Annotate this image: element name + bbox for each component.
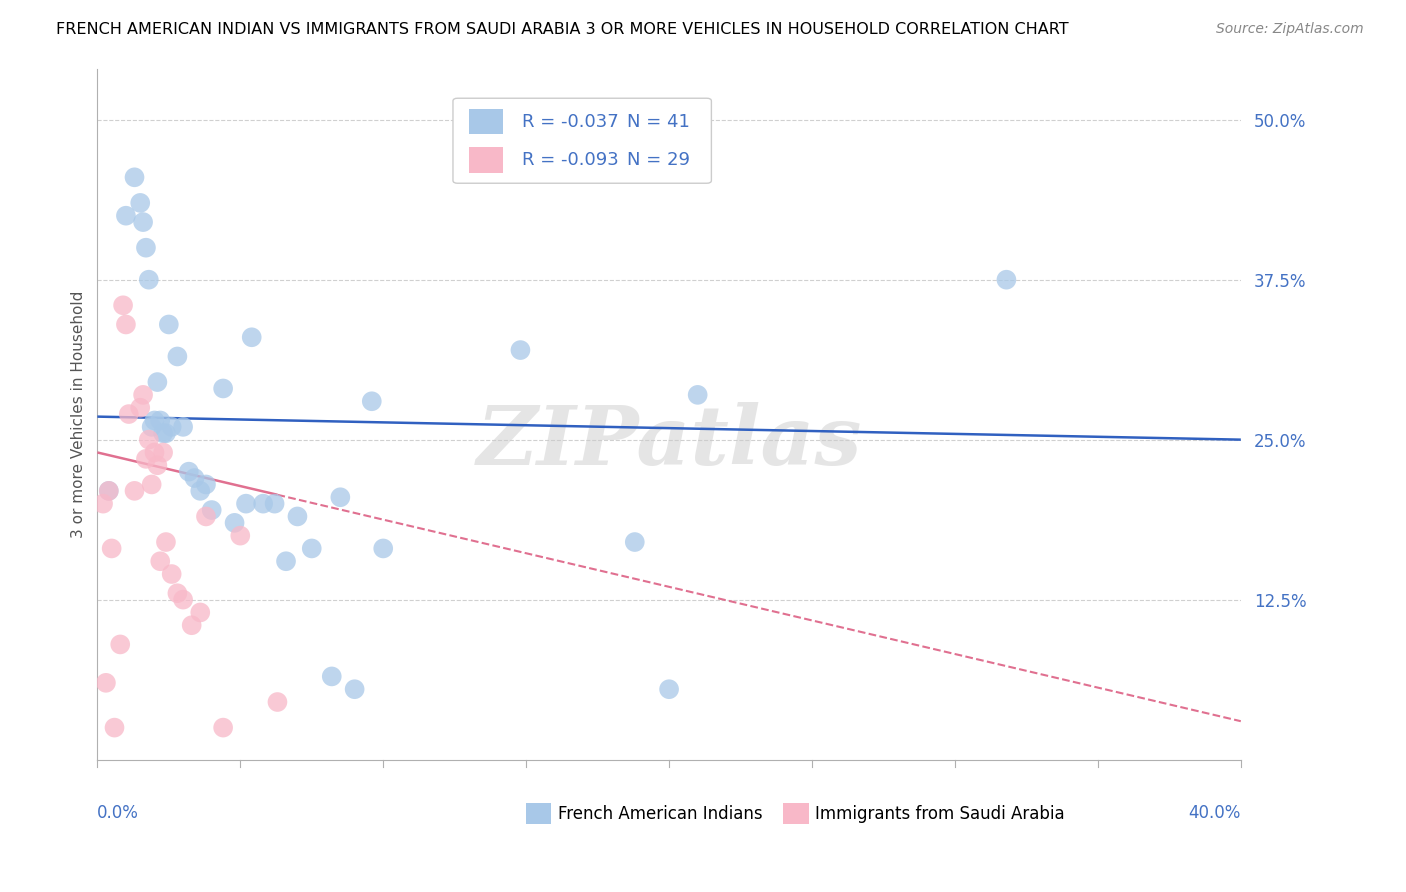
Point	[658, 682, 681, 697]
Point	[287, 509, 309, 524]
Point	[252, 497, 274, 511]
Point	[112, 298, 135, 312]
Point	[201, 503, 224, 517]
Point	[240, 330, 263, 344]
Point	[321, 669, 343, 683]
Point	[132, 388, 155, 402]
Point	[212, 382, 235, 396]
Point	[138, 433, 160, 447]
Point	[623, 535, 645, 549]
Point	[103, 721, 125, 735]
Point	[149, 554, 172, 568]
Point	[129, 401, 152, 415]
Point	[172, 592, 194, 607]
Point	[172, 420, 194, 434]
Point	[373, 541, 395, 556]
Point	[146, 375, 169, 389]
Point	[94, 675, 117, 690]
Text: ZIPatlas: ZIPatlas	[477, 401, 862, 482]
Point	[180, 618, 202, 632]
Point	[129, 195, 152, 210]
Point	[235, 497, 257, 511]
Point	[266, 695, 288, 709]
Point	[274, 554, 297, 568]
Point	[509, 343, 531, 357]
Point	[138, 273, 160, 287]
Point	[141, 420, 163, 434]
Point	[329, 490, 352, 504]
Text: R = -0.093: R = -0.093	[522, 151, 619, 169]
Text: 0.0%: 0.0%	[97, 805, 139, 822]
Point	[343, 682, 366, 697]
Point	[100, 541, 122, 556]
Point	[155, 535, 177, 549]
Point	[149, 413, 172, 427]
Y-axis label: 3 or more Vehicles in Household: 3 or more Vehicles in Household	[72, 291, 86, 538]
Point	[195, 509, 218, 524]
Point	[183, 471, 205, 485]
FancyBboxPatch shape	[470, 109, 503, 135]
Point	[141, 477, 163, 491]
Point	[118, 407, 141, 421]
Point	[143, 413, 166, 427]
Point	[115, 209, 138, 223]
Text: R = -0.037: R = -0.037	[522, 112, 619, 130]
Point	[135, 241, 157, 255]
Point	[143, 445, 166, 459]
Point	[135, 451, 157, 466]
Point	[166, 350, 188, 364]
Point	[152, 426, 174, 441]
Point	[160, 567, 183, 582]
FancyBboxPatch shape	[783, 803, 808, 824]
Point	[132, 215, 155, 229]
Point	[97, 483, 120, 498]
Point	[177, 465, 200, 479]
Point	[195, 477, 218, 491]
FancyBboxPatch shape	[470, 147, 503, 172]
Point	[360, 394, 382, 409]
Point	[146, 458, 169, 473]
FancyBboxPatch shape	[453, 98, 711, 183]
FancyBboxPatch shape	[526, 803, 551, 824]
Point	[686, 388, 709, 402]
Point	[263, 497, 285, 511]
Point	[124, 483, 146, 498]
Point	[224, 516, 246, 530]
Point	[188, 483, 211, 498]
Text: FRENCH AMERICAN INDIAN VS IMMIGRANTS FROM SAUDI ARABIA 3 OR MORE VEHICLES IN HOU: FRENCH AMERICAN INDIAN VS IMMIGRANTS FRO…	[56, 22, 1069, 37]
Text: Immigrants from Saudi Arabia: Immigrants from Saudi Arabia	[815, 805, 1066, 822]
Text: French American Indians: French American Indians	[558, 805, 763, 822]
Point	[166, 586, 188, 600]
Point	[152, 445, 174, 459]
Point	[91, 497, 114, 511]
Point	[188, 606, 211, 620]
Point	[995, 273, 1018, 287]
Point	[97, 483, 120, 498]
Point	[124, 170, 146, 185]
Point	[110, 637, 132, 651]
Point	[301, 541, 323, 556]
Text: Source: ZipAtlas.com: Source: ZipAtlas.com	[1216, 22, 1364, 37]
Text: N = 29: N = 29	[627, 151, 690, 169]
Text: 40.0%: 40.0%	[1188, 805, 1241, 822]
Point	[157, 318, 180, 332]
Text: N = 41: N = 41	[627, 112, 690, 130]
Point	[155, 426, 177, 441]
Point	[229, 528, 252, 542]
Point	[212, 721, 235, 735]
Point	[115, 318, 138, 332]
Point	[160, 420, 183, 434]
